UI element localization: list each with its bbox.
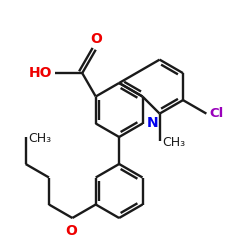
Text: CH₃: CH₃ <box>162 136 186 149</box>
Text: CH₃: CH₃ <box>28 132 52 144</box>
Text: N: N <box>146 116 158 130</box>
Text: O: O <box>90 32 102 46</box>
Text: Cl: Cl <box>210 107 224 120</box>
Text: HO: HO <box>29 66 52 80</box>
Text: O: O <box>66 224 77 238</box>
